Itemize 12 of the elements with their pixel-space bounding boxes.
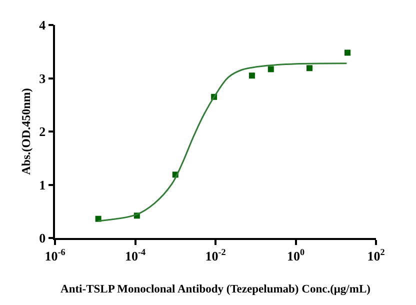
x-tick-label: 10$^{-6}$	[44, 246, 66, 264]
y-tick-label: 3	[39, 70, 46, 86]
x-tick-label: 10$^{0}$	[286, 246, 305, 264]
y-tick-label: 1	[39, 177, 46, 192]
x-tick-label: 10$^{-4}$	[124, 246, 146, 264]
x-axis-title: Anti-TSLP Monoclonal Antibody (Tezepelumab) Conc.(μg/mL)	[60, 283, 371, 296]
y-tick-label: 2	[39, 124, 46, 140]
x-tick-label: 10$^{2}$	[367, 246, 386, 264]
y-tick-label: 4	[39, 18, 46, 33]
y-tick-label: 0	[39, 230, 46, 246]
x-tick-label: 10$^{-2}$	[205, 246, 226, 264]
y-axis-title: Abs.(OD.450nm)	[18, 88, 33, 175]
